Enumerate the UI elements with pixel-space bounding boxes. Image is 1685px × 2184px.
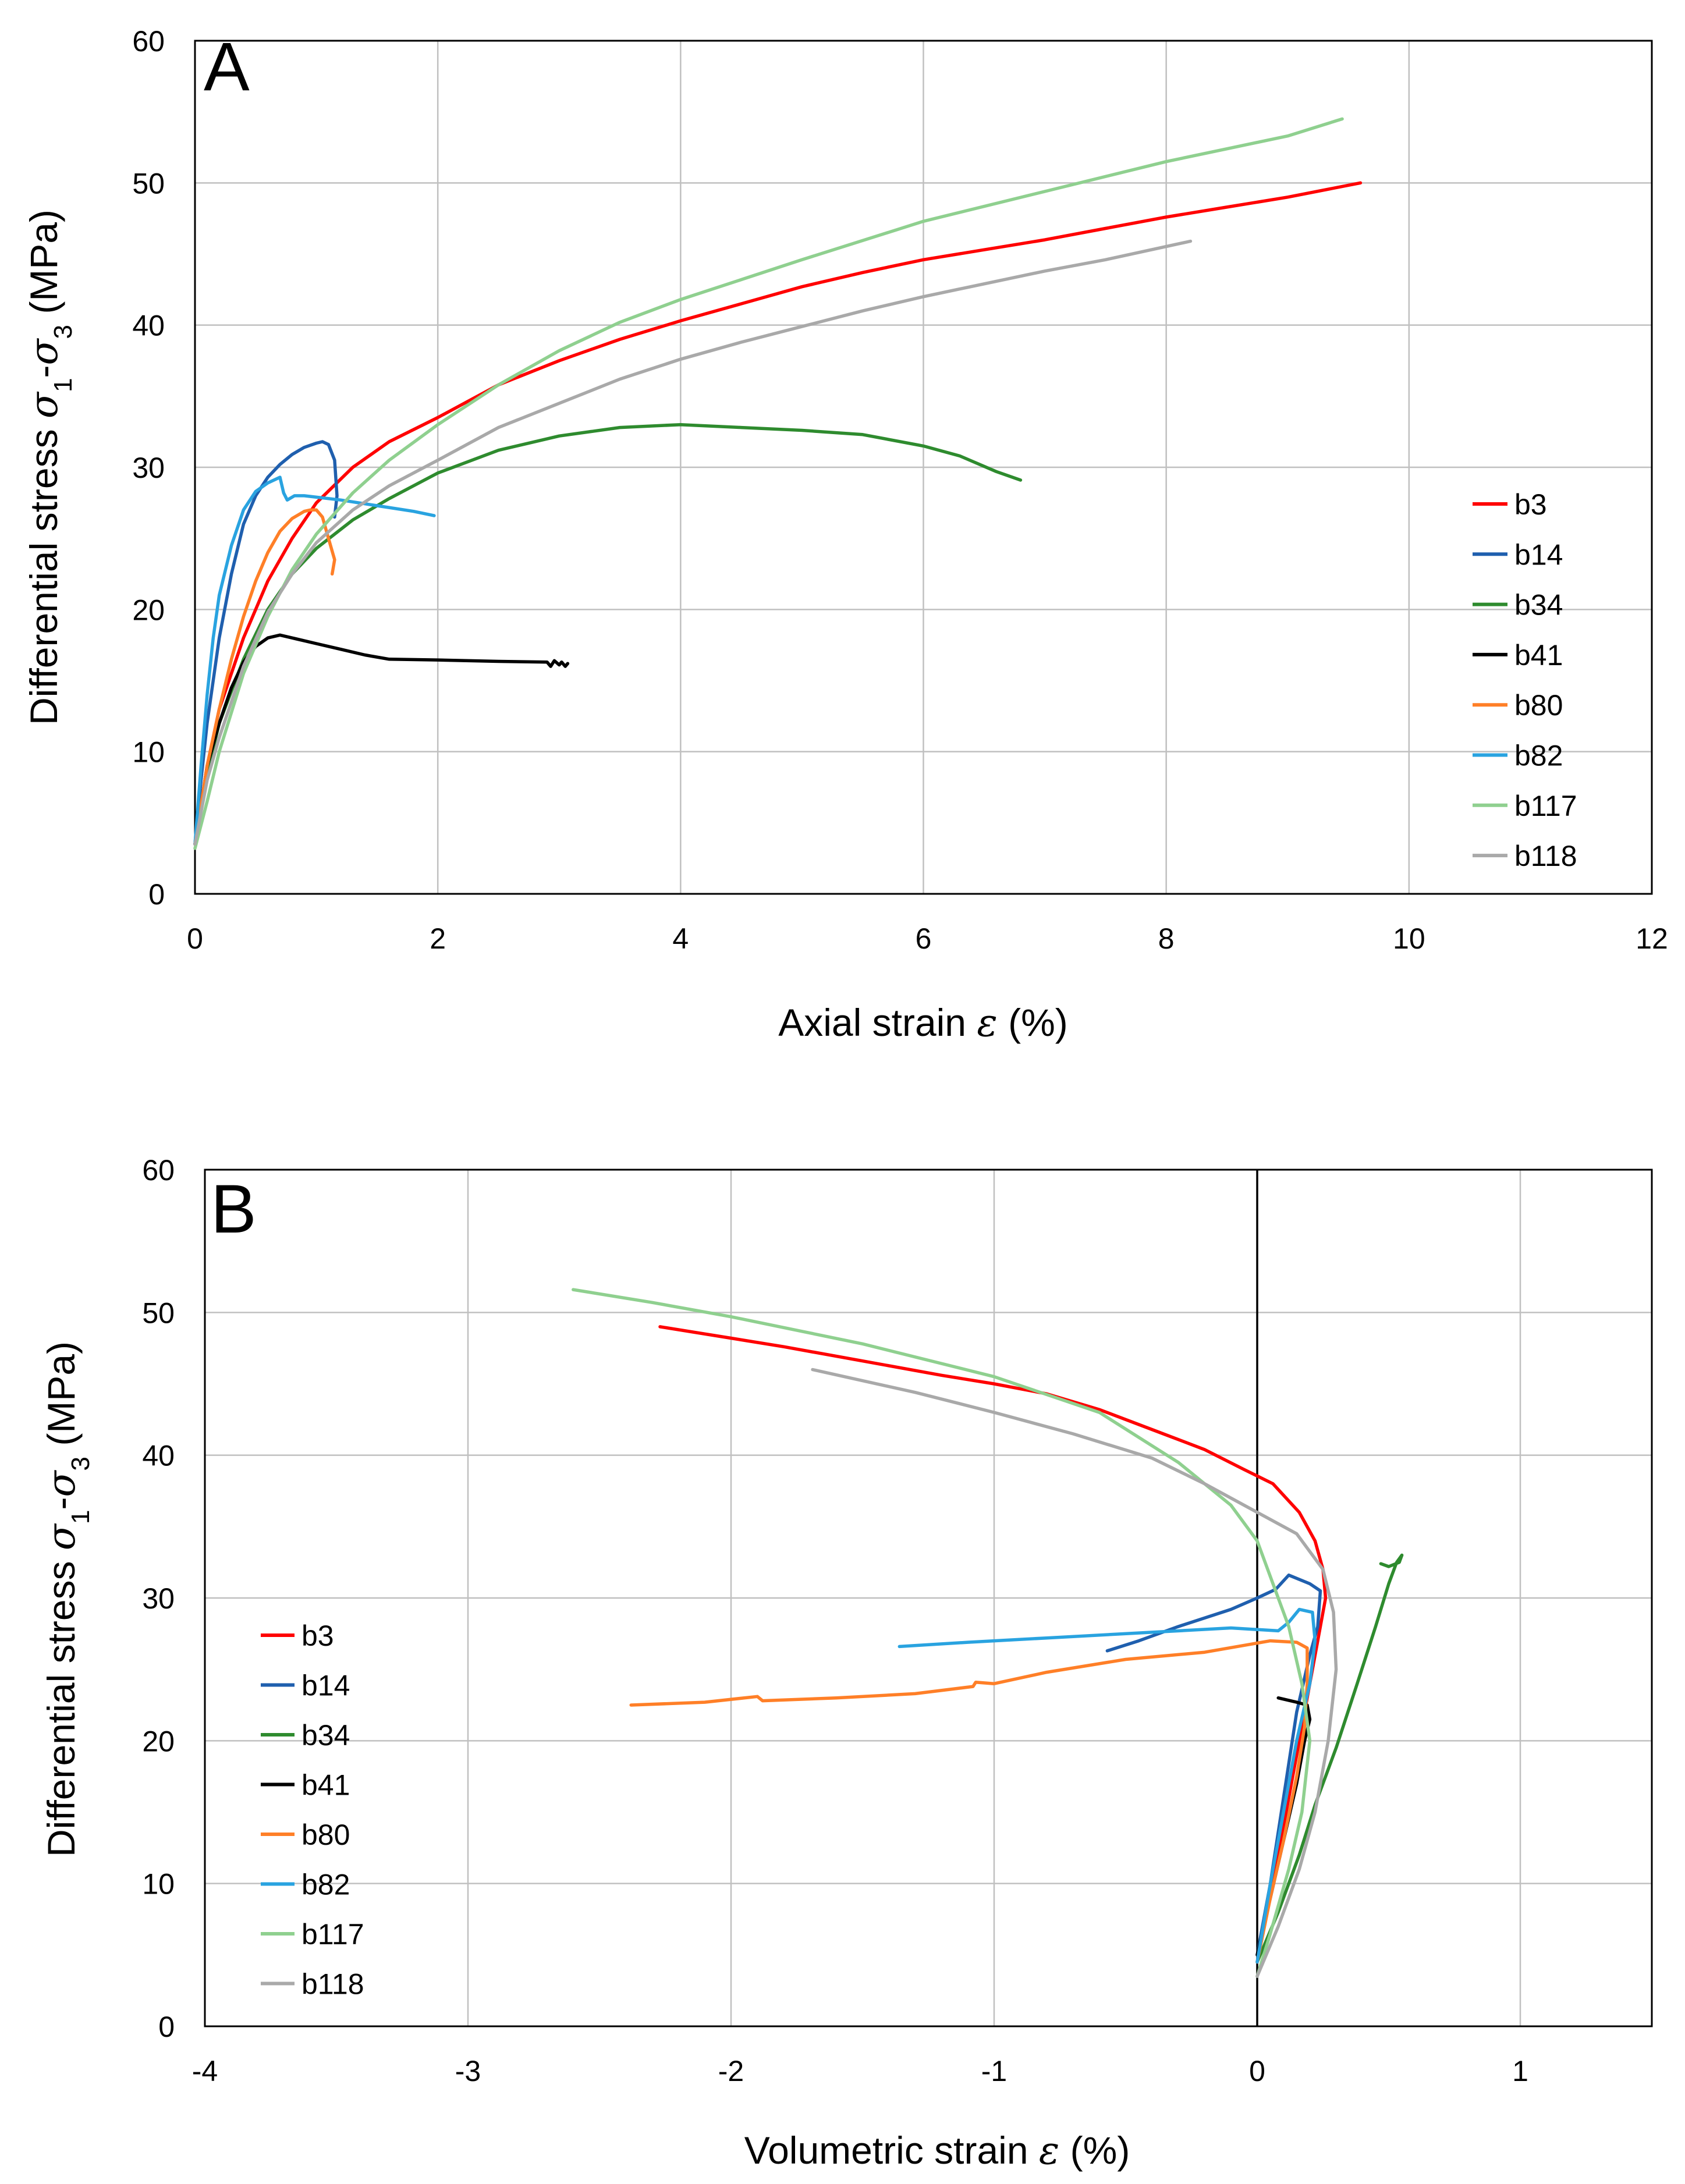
legend-label-b80: b80	[1514, 689, 1563, 722]
y-title-dash: -	[40, 1497, 83, 1510]
x-tick-label: -3	[455, 2055, 481, 2087]
legend-label-b3: b3	[1514, 488, 1547, 521]
y-tick-label: 30	[132, 452, 165, 484]
legend-label-b117: b117	[1514, 790, 1577, 822]
x-tick-label: -2	[718, 2055, 744, 2087]
y-axis-title: Differential stress σ1-σ3 (MPa)	[22, 209, 77, 725]
series-line-b117	[572, 1288, 1312, 1978]
legend-label-b14: b14	[301, 1670, 350, 1702]
gridlines	[195, 41, 1652, 894]
subscript-3: 3	[49, 325, 77, 339]
plot-area-frame	[204, 1169, 1653, 2027]
series-line-b118	[193, 239, 1193, 846]
y-tick-label: 0	[148, 878, 165, 911]
legend-label-b34: b34	[1514, 589, 1563, 622]
chart-panel-b: -4 -3 -2 -1 0 10102030405060b3b14b34b41b80b82…	[39, 1154, 1653, 2173]
subscript-3: 3	[66, 1457, 95, 1471]
y-tick-label: 40	[132, 310, 165, 342]
x-tick-label: 10	[1393, 922, 1425, 955]
x-title-main: Axial strain	[778, 1001, 977, 1044]
y-tick-label: 40	[142, 1440, 175, 1472]
panel-label: A	[204, 29, 250, 105]
sigma-symbol: σ	[22, 391, 66, 418]
series-line-b80	[193, 508, 336, 846]
legend-label-b80: b80	[301, 1819, 350, 1851]
legend: b3 b14 b34 b41 b80 b82 b117 b118	[1473, 488, 1577, 872]
legend-label-b82: b82	[301, 1869, 350, 1901]
panel-label: B	[211, 1171, 257, 1248]
series-line-b41	[193, 633, 570, 846]
y-title-unit: (MPa)	[22, 209, 65, 325]
legend-label-b118: b118	[1514, 840, 1577, 872]
x-axis-title: Volumetric strain ε (%)	[744, 2128, 1130, 2173]
data-series	[572, 1288, 1404, 1978]
y-axis-title: Differential stress σ1-σ3 (MPa)	[39, 1341, 95, 1857]
x-tick-label: 6	[916, 922, 932, 955]
subscript-1: 1	[66, 1510, 95, 1524]
x-tick-label: 8	[1158, 922, 1175, 955]
legend-label-b117: b117	[301, 1918, 364, 1951]
x-tick-label: 2	[430, 922, 446, 955]
x-tick-label: -4	[192, 2055, 218, 2087]
y-title-main: Differential stress	[40, 1550, 83, 1857]
gridlines	[205, 1170, 1652, 2026]
x-tick-label: 1	[1512, 2055, 1528, 2087]
series-line-b118	[811, 1368, 1338, 1978]
y-tick-label: 20	[142, 1725, 175, 1757]
series-line-b117	[193, 117, 1344, 850]
x-tick-label: 4	[672, 922, 689, 955]
y-tick-label: 0	[158, 2011, 175, 2043]
legend-label-b3: b3	[301, 1620, 334, 1652]
series-line-b3	[658, 1325, 1328, 1964]
series-line-b14	[1105, 1573, 1322, 1957]
legend-label-b14: b14	[1514, 538, 1563, 571]
x-axis-title: Axial strain ε (%)	[778, 1000, 1068, 1045]
series-line-b14	[193, 440, 339, 846]
y-title-dash: -	[22, 365, 65, 378]
series-line-b80	[629, 1639, 1309, 1964]
plot-area-frame	[194, 40, 1653, 895]
x-tick-label: 12	[1636, 922, 1668, 955]
y-tick-label: 50	[132, 167, 165, 200]
y-tick-label: 30	[142, 1582, 175, 1615]
chart-panel-a: 0 2 4 6 8 10 120102030405060b3b14b34b41b80b82b…	[22, 25, 1668, 1045]
legend-label-b41: b41	[1514, 639, 1563, 672]
y-tick-label: 50	[142, 1297, 175, 1329]
x-tick-label: 0	[1249, 2055, 1265, 2087]
y-tick-label: 60	[132, 25, 165, 58]
y-tick-label: 10	[142, 1868, 175, 1901]
sigma-symbol: σ	[39, 1523, 84, 1550]
y-tick-label: 10	[132, 736, 165, 769]
x-title-main: Volumetric strain	[744, 2129, 1039, 2172]
epsilon-symbol: ε	[977, 1000, 997, 1045]
sigma-symbol: σ	[39, 1470, 84, 1497]
y-title-main: Differential stress	[22, 418, 65, 725]
x-title-unit: (%)	[1059, 2129, 1130, 2172]
y-title-unit: (MPa)	[40, 1341, 83, 1457]
x-tick-label: 0	[187, 922, 203, 955]
series-line-b3	[193, 181, 1363, 846]
y-tick-label: 60	[142, 1154, 175, 1187]
series-line-b82	[898, 1607, 1317, 1964]
sigma-symbol: σ	[22, 338, 66, 365]
subscript-1: 1	[49, 378, 77, 392]
data-series	[193, 117, 1363, 850]
legend-label-b34: b34	[301, 1719, 350, 1752]
y-tick-label: 20	[132, 594, 165, 626]
x-title-unit: (%)	[998, 1001, 1068, 1044]
legend: b3 b14 b34 b41 b80 b82 b117 b118	[261, 1620, 364, 2001]
epsilon-symbol: ε	[1039, 2128, 1059, 2173]
x-tick-label: -1	[981, 2055, 1007, 2087]
legend-label-b41: b41	[301, 1769, 350, 1802]
legend-label-b82: b82	[1514, 740, 1563, 772]
legend-label-b118: b118	[301, 1968, 364, 2001]
series-line-b34	[193, 422, 1023, 846]
series-line-b34	[1255, 1553, 1404, 1964]
